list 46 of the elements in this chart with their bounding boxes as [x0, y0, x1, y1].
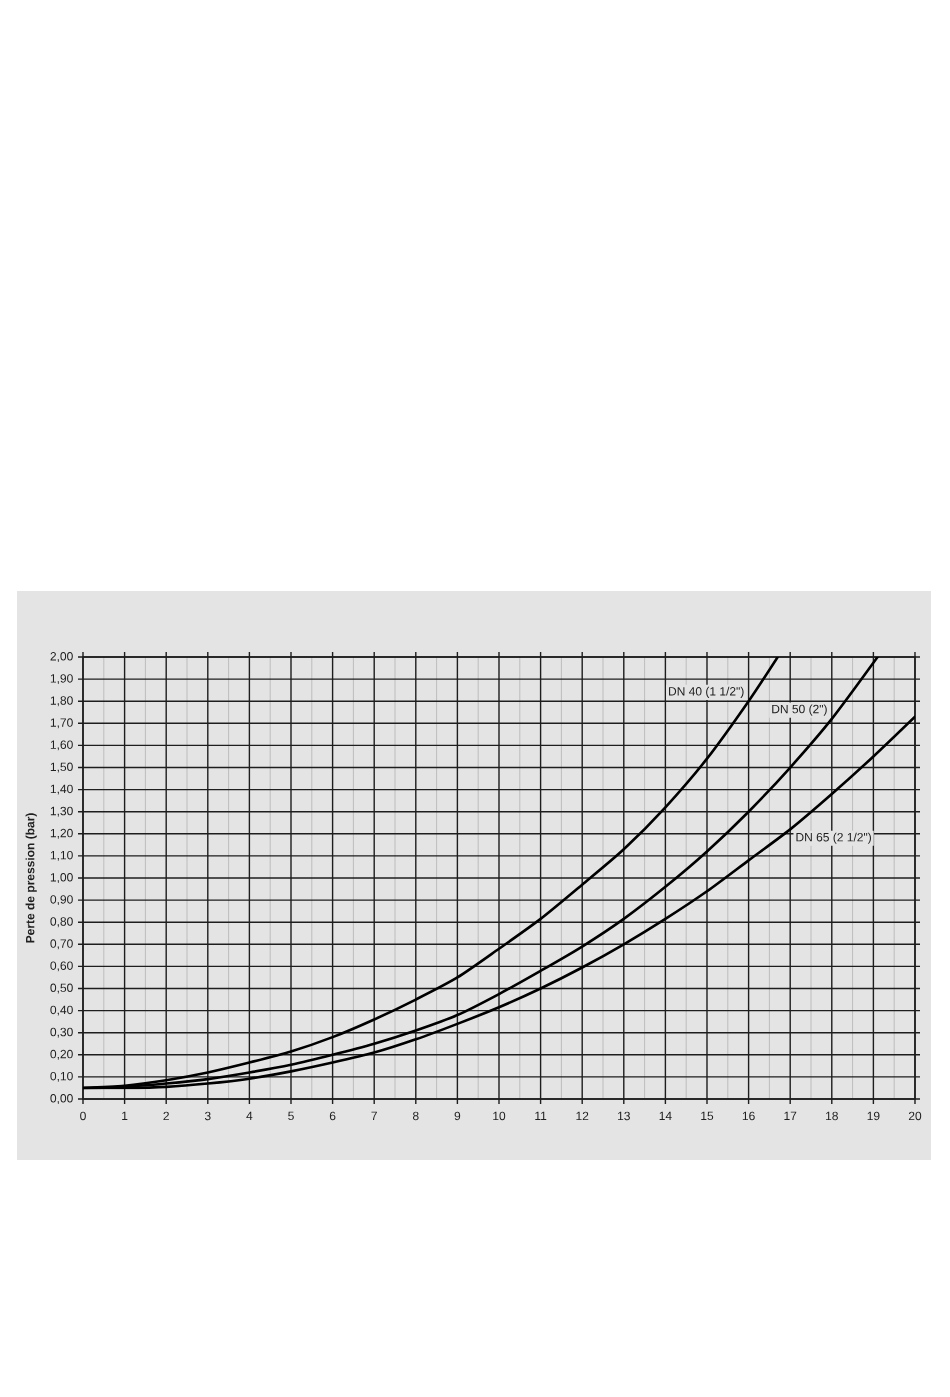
- y-tick-label: 0,00: [50, 1094, 73, 1104]
- y-tick-label: 1,30: [50, 806, 73, 817]
- x-tick-label: 9: [454, 1111, 461, 1121]
- x-tick-label: 4: [246, 1111, 253, 1120]
- y-tick-label: 0,90: [50, 895, 73, 906]
- y-tick-label: 0,70: [50, 939, 73, 950]
- y-axis-title: Perte de pression (bar): [25, 813, 37, 943]
- x-tick-label: 12: [576, 1111, 589, 1121]
- y-tick-label: 1,50: [50, 762, 73, 773]
- x-tick-label: 16: [742, 1111, 755, 1121]
- y-tick-label: 1,10: [50, 850, 73, 861]
- series-label: DN 40 (1 1/2"): [669, 686, 744, 698]
- y-tick-label: 0,80: [50, 917, 73, 928]
- x-tick-label: 19: [867, 1111, 880, 1121]
- y-tick-label: 0,40: [50, 1005, 73, 1016]
- x-tick-label: 0: [80, 1111, 86, 1121]
- y-tick-label: 2,00: [50, 652, 73, 662]
- y-tick-label: 0,20: [50, 1049, 73, 1060]
- x-tick-label: 5: [288, 1111, 294, 1121]
- series-label: DN 50 (2"): [772, 704, 827, 716]
- y-tick-label: 0,50: [50, 983, 73, 994]
- x-tick-label: 1: [122, 1111, 128, 1120]
- y-tick-label: 1,90: [50, 674, 73, 685]
- y-tick-label: 1,20: [50, 828, 73, 839]
- x-tick-label: 17: [784, 1111, 797, 1120]
- x-tick-label: 15: [701, 1111, 714, 1121]
- x-tick-label: 10: [493, 1111, 506, 1121]
- y-tick-label: 1,80: [50, 696, 73, 707]
- y-tick-label: 0,10: [50, 1071, 73, 1082]
- x-tick-label: 20: [908, 1111, 922, 1121]
- x-tick-label: 8: [412, 1111, 419, 1121]
- y-tick-label: 1,70: [50, 718, 73, 729]
- series-label: DN 65 (2 1/2"): [796, 832, 871, 844]
- x-tick-label: 3: [204, 1111, 211, 1121]
- y-tick-label: 1,00: [50, 873, 73, 883]
- x-tick-label: 13: [618, 1111, 630, 1121]
- x-tick-label: 18: [826, 1111, 838, 1121]
- y-tick-label: 1,40: [50, 784, 73, 795]
- y-tick-label: 0,60: [50, 961, 73, 972]
- y-tick-label: 0,30: [50, 1027, 73, 1038]
- x-tick-label: 6: [329, 1111, 336, 1121]
- x-tick-label: 11: [535, 1111, 547, 1120]
- y-tick-label: 1,60: [50, 740, 73, 751]
- x-tick-label: 7: [371, 1111, 377, 1120]
- x-tick-label: 2: [163, 1111, 169, 1121]
- x-tick-label: 14: [659, 1111, 672, 1120]
